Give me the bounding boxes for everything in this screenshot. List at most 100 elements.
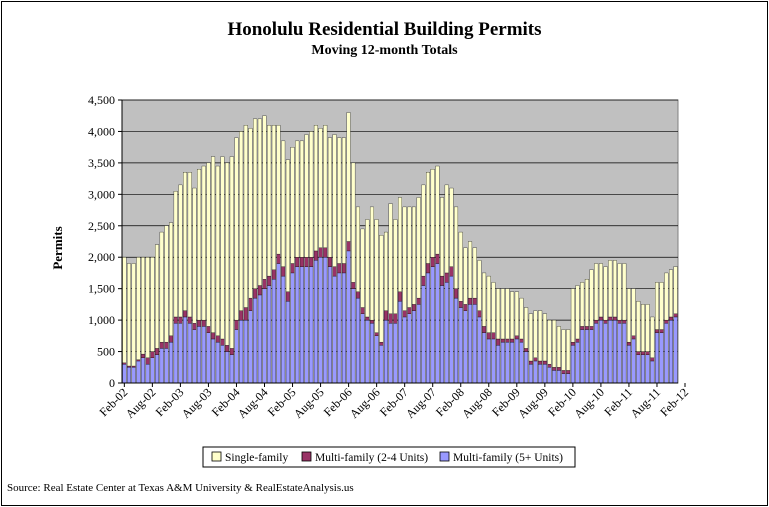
bar-single-family [542,313,547,362]
bar-single-family [426,172,430,264]
bar-five-plus [491,338,496,384]
bar-single-family [183,172,188,311]
bar-single-family [309,131,314,258]
bar-five-plus [477,316,482,384]
bar-five-plus [598,319,603,384]
bar-five-plus [440,285,445,384]
bar-five-plus [346,250,351,384]
bar-five-plus [341,272,346,384]
bar-five-plus [533,360,538,384]
bar-two-to-four [402,310,407,318]
bar-five-plus [542,363,547,384]
bar-five-plus [556,370,561,384]
bar-five-plus [257,294,262,384]
bar-five-plus [290,272,295,384]
bar-five-plus [201,326,206,384]
bar-five-plus [159,348,164,384]
bar-five-plus [215,341,220,384]
bar-five-plus [262,288,267,384]
bar-five-plus [664,323,669,384]
bar-single-family [547,319,552,365]
bar-single-family [528,313,533,362]
bar-single-family [122,257,127,364]
bar-two-to-four [505,338,510,343]
bar-five-plus [355,297,360,384]
bar-two-to-four [528,360,533,365]
bar-two-to-four [192,323,197,330]
bar-single-family [664,272,669,321]
bar-single-family [136,257,141,360]
bar-single-family [178,184,183,318]
bar-five-plus [136,360,141,384]
bar-five-plus [561,373,566,384]
bar-single-family [510,291,515,340]
x-tick-label: Aug-09 [515,385,551,421]
bar-two-to-four [215,335,220,343]
bar-five-plus [351,288,356,384]
bar-five-plus [510,341,515,384]
bar-two-to-four [664,319,669,324]
bar-two-to-four [463,304,468,311]
bar-two-to-four [295,257,300,267]
bar-five-plus [519,341,524,384]
bar-single-family [636,301,641,352]
bar-two-to-four [603,319,608,324]
bar-single-family [173,191,178,318]
x-tick-label: Aug-08 [459,385,495,421]
bar-single-family [538,310,543,362]
bar-two-to-four [645,351,650,355]
bar-single-family [655,282,659,330]
legend-label: Single-family [225,452,288,464]
bar-two-to-four [659,329,664,333]
bar-single-family [482,272,487,327]
bar-five-plus [430,266,435,384]
bar-single-family [304,134,309,258]
x-tick-label: Aug-06 [347,385,383,421]
bars [122,112,678,384]
bar-five-plus [285,301,290,384]
bar-single-family [589,269,594,327]
bar-five-plus [313,260,318,384]
bar-five-plus [398,301,402,384]
bar-single-family [421,184,426,277]
bar-five-plus [197,326,202,384]
bar-single-family [229,156,234,349]
bar-two-to-four [561,370,566,374]
bar-single-family [374,219,379,333]
bar-five-plus [131,367,136,384]
bar-two-to-four [206,326,211,333]
bar-two-to-four [164,341,169,349]
bar-single-family [351,162,356,283]
chart-title: Honolulu Residential Building Permits [227,19,542,40]
bar-five-plus [234,329,239,384]
bar-five-plus [673,316,678,384]
bar-two-to-four [454,288,459,299]
bar-single-family [435,165,440,255]
bar-single-family [440,197,445,277]
bar-single-family [276,125,281,255]
bar-two-to-four [285,291,290,302]
bar-two-to-four [477,310,482,318]
bar-two-to-four [127,365,131,368]
bar-single-family [215,165,220,336]
bar-single-family [416,197,421,299]
y-tick-label: 0 [109,376,115,390]
bar-single-family [491,282,496,333]
bar-single-family [612,260,617,318]
bar-five-plus [393,323,398,384]
bar-five-plus [327,266,332,384]
bar-two-to-four [155,348,160,355]
bar-two-to-four [267,275,272,286]
bar-two-to-four [416,297,421,305]
bar-two-to-four [655,329,659,333]
bar-single-family [458,231,463,302]
bar-single-family [150,257,155,352]
bar-two-to-four [570,341,575,346]
bar-five-plus [594,323,599,384]
bar-single-family [239,131,244,311]
bar-five-plus [187,323,192,384]
bar-two-to-four [337,263,342,274]
bar-two-to-four [510,338,515,343]
bar-two-to-four [136,359,141,362]
